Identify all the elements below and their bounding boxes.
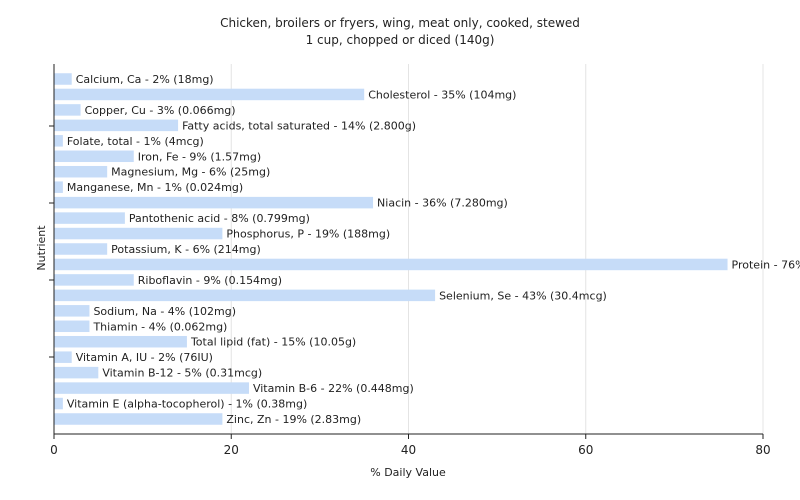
x-tick-label: 0 [50, 443, 58, 457]
bar-label: Protein - 76% (38.05g) [732, 258, 800, 271]
bar-label: Magnesium, Mg - 6% (25mg) [111, 166, 270, 179]
bar [54, 320, 90, 333]
bar [54, 397, 63, 410]
bar-label: Sodium, Na - 4% (102mg) [93, 305, 236, 318]
bar [54, 150, 134, 163]
chart-subtitle: 1 cup, chopped or diced (140g) [306, 33, 495, 47]
bar [54, 274, 134, 286]
bar-label: Zinc, Zn - 19% (2.83mg) [226, 413, 361, 426]
bar [54, 135, 63, 147]
bar-label: Iron, Fe - 9% (1.57mg) [138, 150, 261, 163]
bar [54, 104, 81, 116]
bar [54, 366, 99, 379]
bar-label: Vitamin A, IU - 2% (76IU) [76, 351, 213, 364]
bar [54, 382, 249, 394]
bar [54, 305, 90, 317]
bar [54, 227, 223, 240]
bar [54, 212, 125, 224]
bar-label: Pantothenic acid - 8% (0.799mg) [129, 212, 310, 225]
bar-label: Vitamin B-12 - 5% (0.31mcg) [102, 367, 262, 380]
bar [54, 351, 72, 363]
bar [54, 196, 374, 209]
bar [54, 335, 187, 348]
bar [54, 119, 179, 132]
axes: 0 20 40 60 80 [49, 64, 771, 457]
bar-label: Copper, Cu - 3% (0.066mg) [85, 104, 236, 117]
y-axis-label: Nutrient [35, 225, 48, 271]
bar-label: Riboflavin - 9% (0.154mg) [138, 274, 282, 287]
bar [54, 165, 108, 178]
x-tick-label: 60 [578, 443, 593, 457]
bar-label: Thiamin - 4% (0.062mg) [92, 320, 227, 333]
x-tick-label: 20 [224, 443, 239, 457]
bar-label: Fatty acids, total saturated - 14% (2.80… [182, 119, 416, 132]
bar-label: Potassium, K - 6% (214mg) [111, 243, 261, 256]
x-axis-label: % Daily Value [370, 466, 446, 479]
bar-label: Manganese, Mn - 1% (0.024mg) [67, 181, 243, 194]
bar [54, 289, 436, 302]
bar [54, 181, 63, 193]
bar-label: Total lipid (fat) - 15% (10.05g) [190, 336, 356, 349]
x-tick-label: 40 [401, 443, 416, 457]
bar-label: Phosphorus, P - 19% (188mg) [226, 228, 390, 241]
x-tick-label: 80 [755, 443, 770, 457]
bar-label: Calcium, Ca - 2% (18mg) [76, 73, 214, 86]
bar-label: Selenium, Se - 43% (30.4mcg) [439, 289, 607, 302]
bar [54, 413, 223, 425]
bar [54, 243, 108, 255]
bar-label: Folate, total - 1% (4mcg) [67, 135, 204, 148]
bar-label: Vitamin B-6 - 22% (0.448mg) [253, 382, 414, 395]
bar-label: Niacin - 36% (7.280mg) [377, 197, 508, 210]
bars: Calcium, Ca - 2% (18mg) Cholesterol - 35%… [54, 73, 800, 426]
chart-title: Chicken, broilers or fryers, wing, meat … [220, 16, 580, 30]
bar [54, 88, 365, 101]
bar [54, 73, 72, 85]
bar-label: Cholesterol - 35% (104mg) [368, 88, 516, 101]
bar-label: Vitamin E (alpha-tocopherol) - 1% (0.38m… [67, 398, 307, 411]
bar [54, 258, 728, 271]
grid [230, 64, 764, 434]
